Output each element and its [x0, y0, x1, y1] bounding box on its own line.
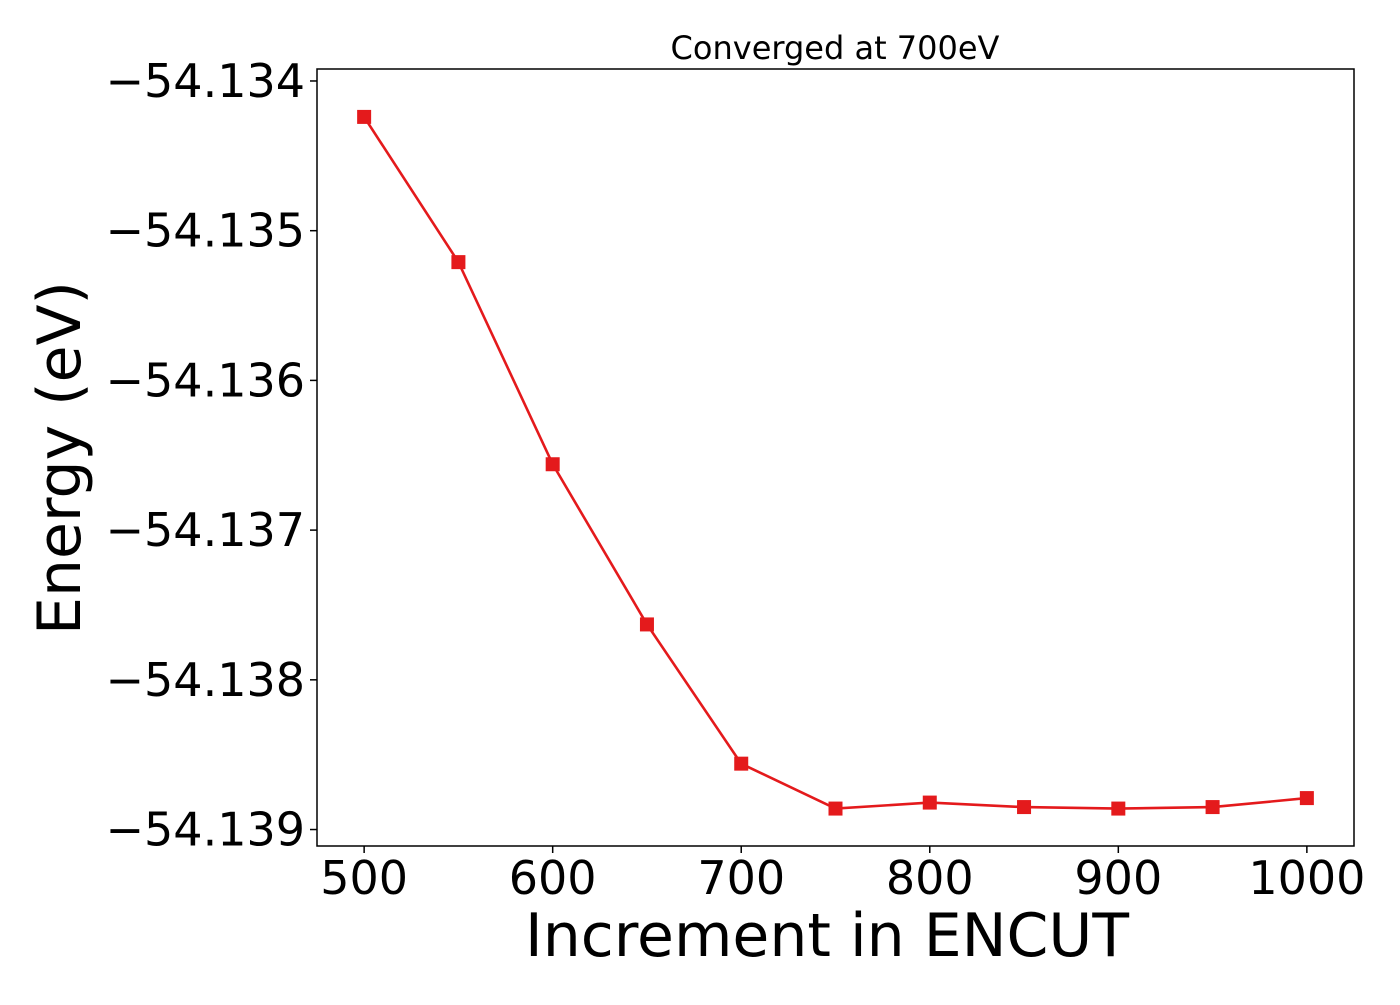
x-axis-label: Increment in ENCUT: [525, 901, 1129, 971]
y-axis-ticks: −54.134 −54.135 −54.136 −54.137 −54.138 −54.1…: [106, 54, 317, 857]
plot-area-frame: [316, 68, 1355, 847]
x-tick-label: 800: [886, 851, 974, 905]
data-point-marker: [1017, 800, 1032, 815]
x-tick-label: 900: [1074, 851, 1162, 905]
y-tick-label: −54.139: [106, 803, 306, 857]
data-point-marker: [545, 457, 560, 472]
data-point-marker: [1111, 801, 1126, 816]
x-tick-label: 700: [697, 851, 785, 905]
data-point-marker: [357, 109, 372, 124]
x-axis-ticks: 500 600 700 800 900 1000: [320, 846, 1365, 905]
y-tick-label: −54.137: [106, 503, 306, 557]
y-tick-label: −54.136: [106, 353, 306, 407]
data-point-marker: [1299, 791, 1314, 806]
y-axis-label: Energy (eV): [25, 281, 95, 635]
x-tick-label: 600: [509, 851, 597, 905]
y-tick-label: −54.135: [106, 204, 306, 258]
data-point-marker: [922, 795, 937, 810]
y-tick-label: −54.138: [106, 653, 306, 707]
x-tick-label: 1000: [1248, 851, 1365, 905]
data-point-marker: [639, 617, 654, 632]
x-tick-label: 500: [320, 851, 408, 905]
series-line: [363, 116, 1308, 810]
data-point-marker: [1205, 800, 1220, 815]
y-tick-label: −54.134: [106, 54, 306, 108]
data-point-marker: [451, 255, 466, 270]
series-markers: [357, 109, 1314, 816]
data-point-marker: [734, 756, 749, 771]
data-point-marker: [828, 801, 843, 816]
chart-title: Converged at 700eV: [671, 29, 1000, 67]
